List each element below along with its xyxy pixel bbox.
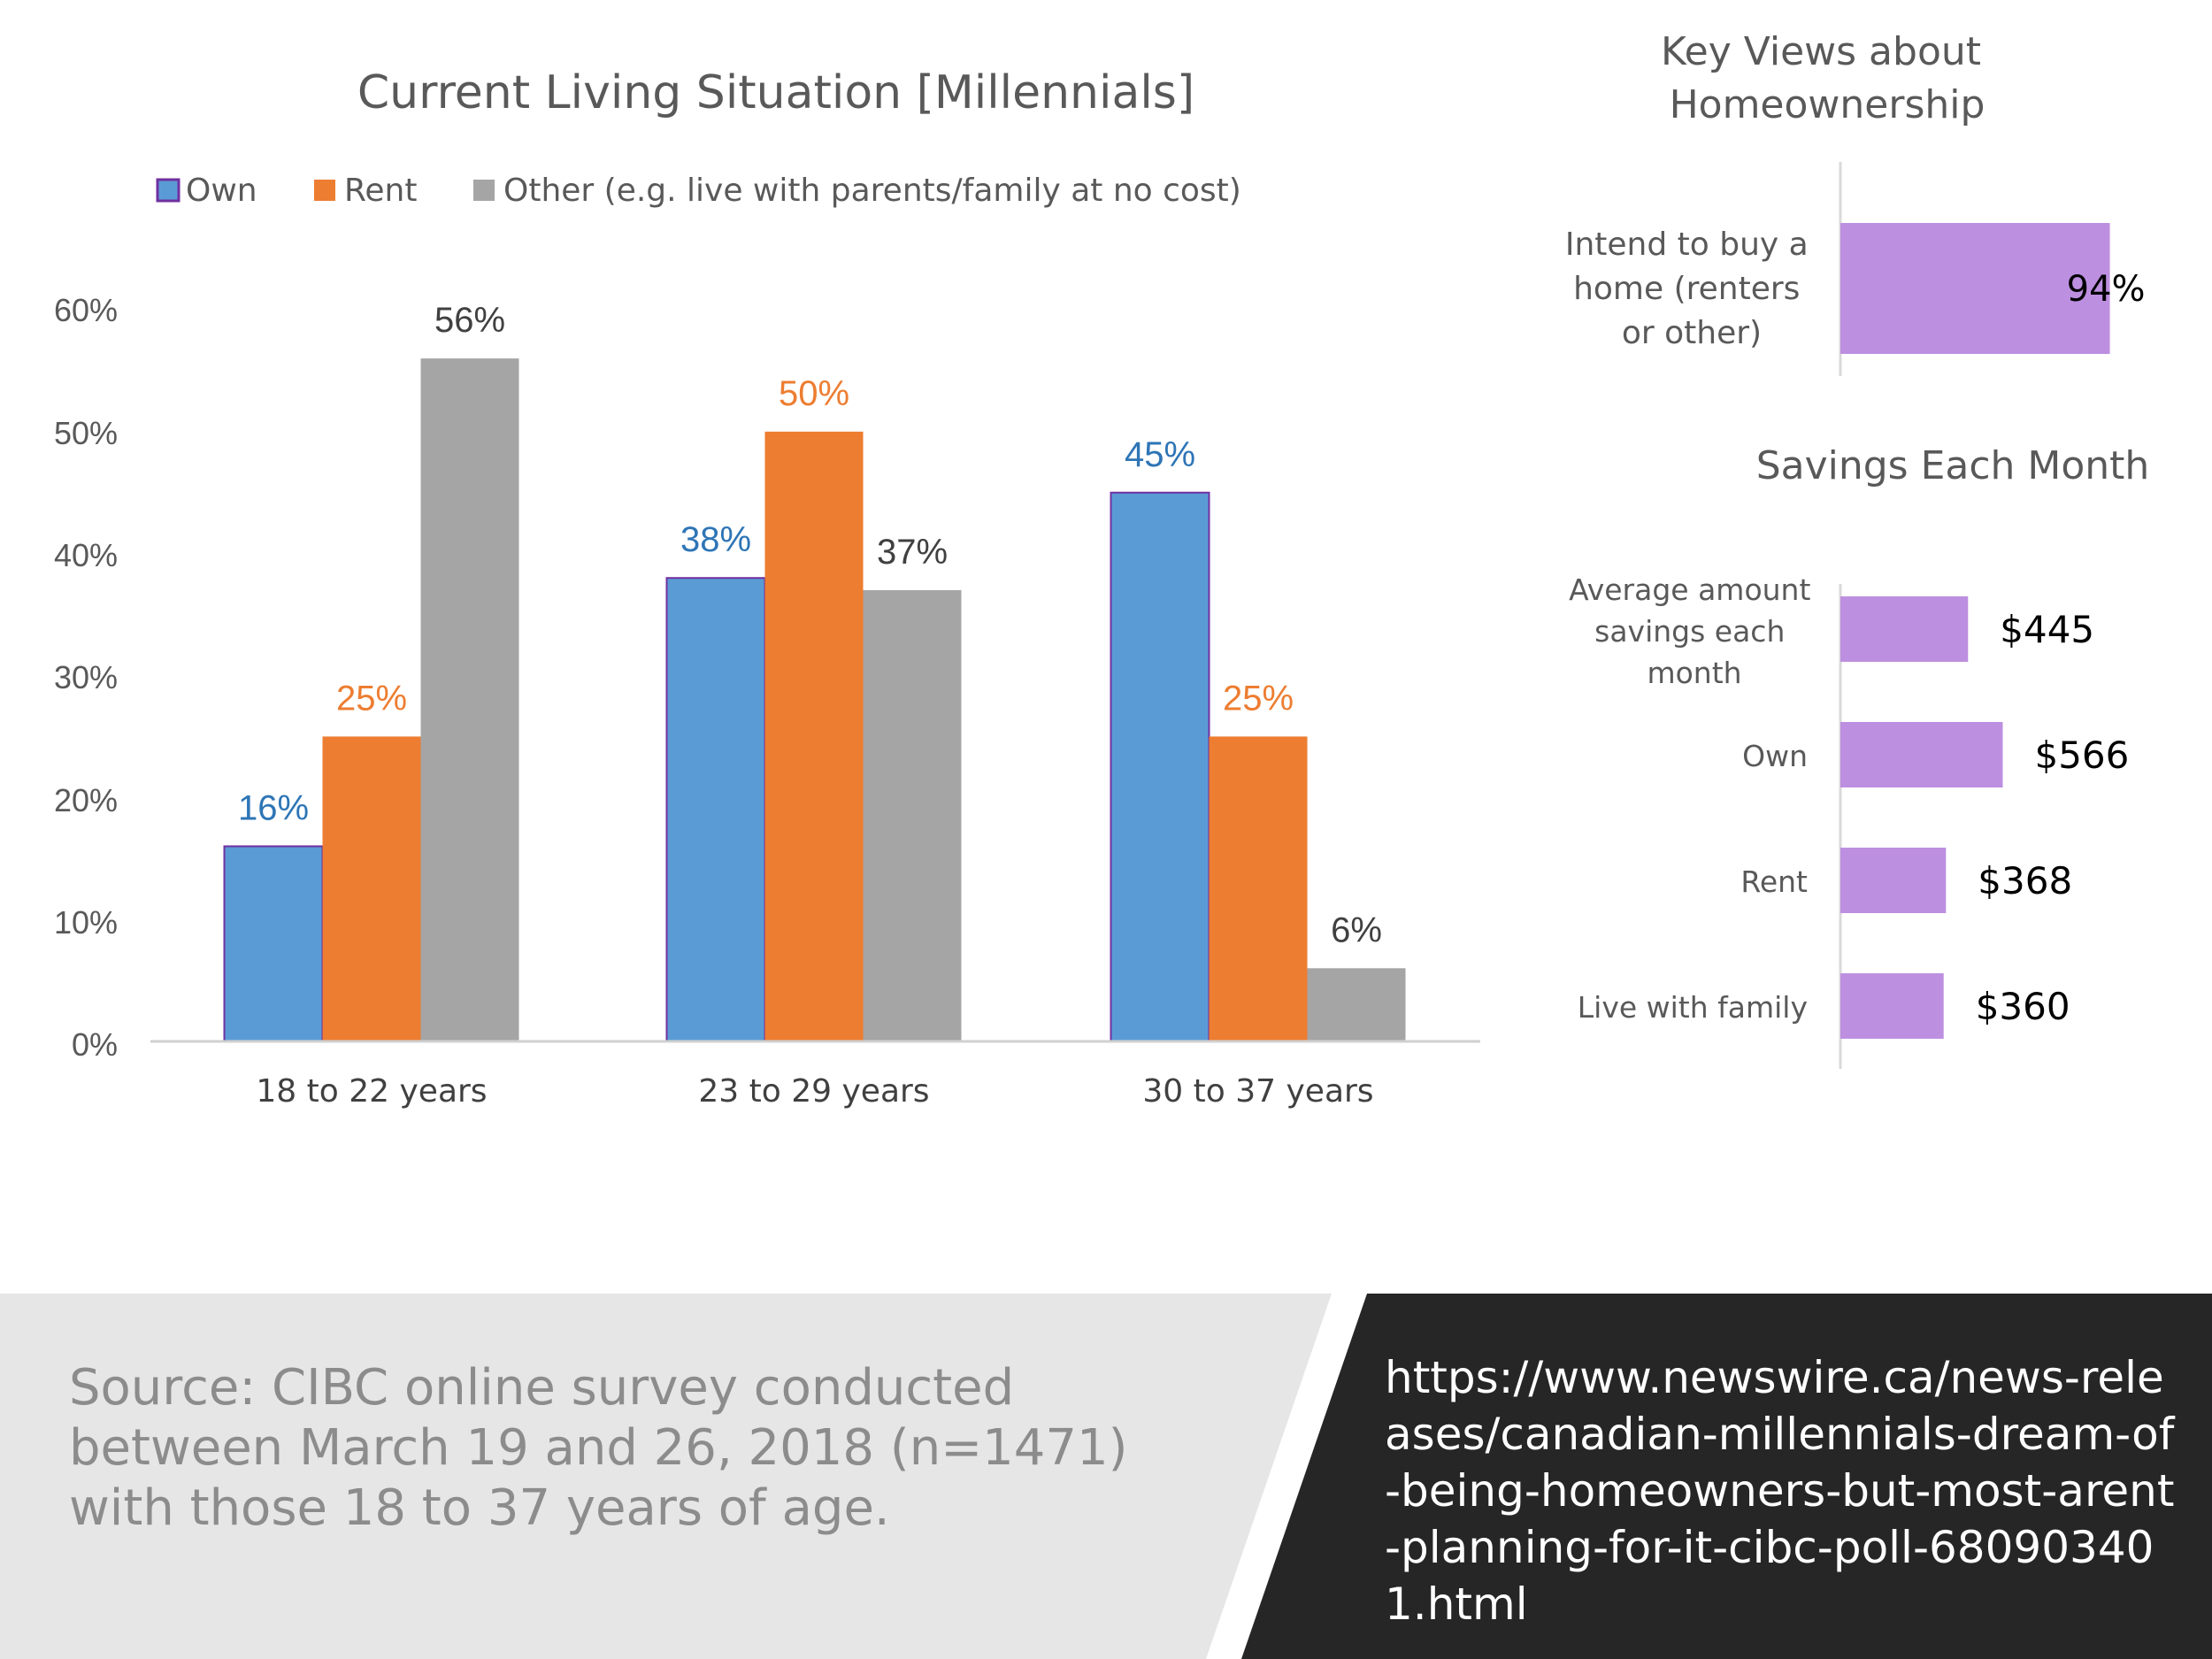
- category-label-line: month: [1647, 656, 1741, 690]
- bar-own-18-22: [223, 845, 324, 1043]
- legend-swatch-own: [156, 178, 180, 203]
- savings-category-label: Rent: [1740, 864, 1808, 899]
- savings-value-label: $445: [2000, 608, 2094, 651]
- legend-label-rent: Rent: [344, 173, 417, 209]
- data-label-rent: 25%: [1223, 679, 1294, 718]
- legend-swatch-rent: [314, 180, 335, 201]
- y-tick-label: 30%: [54, 659, 118, 695]
- data-label-own: 38%: [680, 520, 751, 559]
- footer-source-url[interactable]: https://www.newswire.ca/news-releases/ca…: [1385, 1352, 2175, 1630]
- savings-bar-average: [1840, 596, 1969, 662]
- main-chart-bars: [223, 358, 1406, 1043]
- data-label-own: 45%: [1125, 435, 1195, 474]
- savings-value-label: $360: [1976, 985, 2070, 1028]
- category-label-line: Average amount: [1569, 572, 1810, 607]
- savings-value-label: $566: [2034, 733, 2129, 777]
- bar-own-23-29: [665, 577, 766, 1042]
- data-label-other: 6%: [1331, 910, 1382, 949]
- savings-value-label: $368: [1978, 859, 2072, 902]
- y-tick-label: 50%: [54, 415, 118, 451]
- savings-bar-rent: [1840, 848, 1947, 913]
- data-label-rent: 50%: [779, 374, 849, 413]
- data-label-own: 16%: [238, 788, 309, 827]
- footer-source-panel: [0, 1294, 1332, 1659]
- category-label-line: home (renters: [1573, 271, 1800, 307]
- category-label-line: savings each: [1594, 614, 1785, 649]
- legend: Own Rent Other (e.g. live with parents/f…: [156, 173, 1241, 209]
- x-category-label: 18 to 22 years: [256, 1073, 487, 1110]
- savings-category-label: Own: [1742, 739, 1808, 773]
- y-axis: 0% 10% 20% 30% 40% 50% 60%: [54, 292, 118, 1063]
- bar-rent-18-22: [322, 736, 421, 1041]
- intend-buy-value-label: 94%: [2067, 269, 2146, 310]
- key-views-title-line: Key Views about: [1661, 29, 1981, 74]
- legend-label-own: Own: [186, 173, 257, 209]
- savings-panel: Savings Each Month Average amount saving…: [1569, 443, 2149, 1069]
- main-chart-data-labels: 16% 25% 56% 38% 50% 37% 45% 25% 6%: [238, 301, 1382, 949]
- category-label-line: Intend to buy a: [1565, 227, 1809, 263]
- data-label-rent: 25%: [336, 679, 407, 718]
- legend-label-other: Other (e.g. live with parents/family at …: [503, 173, 1241, 209]
- footer-source-text: Source: CIBC online survey conducted bet…: [69, 1359, 1128, 1537]
- key-views-panel: Key Views about Homeownership Intend to …: [1565, 29, 2146, 376]
- bar-other-30-37: [1307, 968, 1406, 1041]
- legend-swatch-other: [473, 180, 495, 201]
- y-tick-label: 10%: [54, 904, 118, 941]
- y-tick-label: 60%: [54, 292, 118, 328]
- intend-buy-bar: [1840, 223, 2110, 354]
- bar-own-30-37: [1110, 491, 1210, 1042]
- data-label-other: 37%: [877, 533, 948, 572]
- savings-title: Savings Each Month: [1756, 443, 2150, 488]
- bar-rent-23-29: [764, 431, 864, 1041]
- y-tick-label: 0%: [72, 1026, 118, 1063]
- savings-category-label: Average amount savings each month: [1569, 572, 1820, 690]
- savings-category-label: Live with family: [1578, 990, 1808, 1025]
- footer-url-panel: [1241, 1294, 2212, 1659]
- main-chart-title: Current Living Situation [Millennials]: [357, 66, 1194, 119]
- savings-bar-own: [1840, 722, 2003, 787]
- x-category-label: 30 to 37 years: [1142, 1073, 1373, 1110]
- key-views-title: Key Views about Homeownership: [1661, 29, 1993, 127]
- data-label-other: 56%: [434, 301, 505, 340]
- y-tick-label: 20%: [54, 782, 118, 818]
- bar-rent-30-37: [1209, 736, 1308, 1041]
- y-tick-label: 40%: [54, 537, 118, 573]
- category-label-line: or other): [1622, 315, 1762, 351]
- bar-other-18-22: [420, 358, 519, 1042]
- x-category-label: 23 to 29 years: [698, 1073, 929, 1110]
- savings-bar-live-with-family: [1840, 973, 1944, 1039]
- intend-buy-category-label: Intend to buy a home (renters or other): [1565, 227, 1818, 351]
- bar-other-23-29: [863, 590, 962, 1041]
- key-views-title-line: Homeownership: [1670, 82, 1985, 127]
